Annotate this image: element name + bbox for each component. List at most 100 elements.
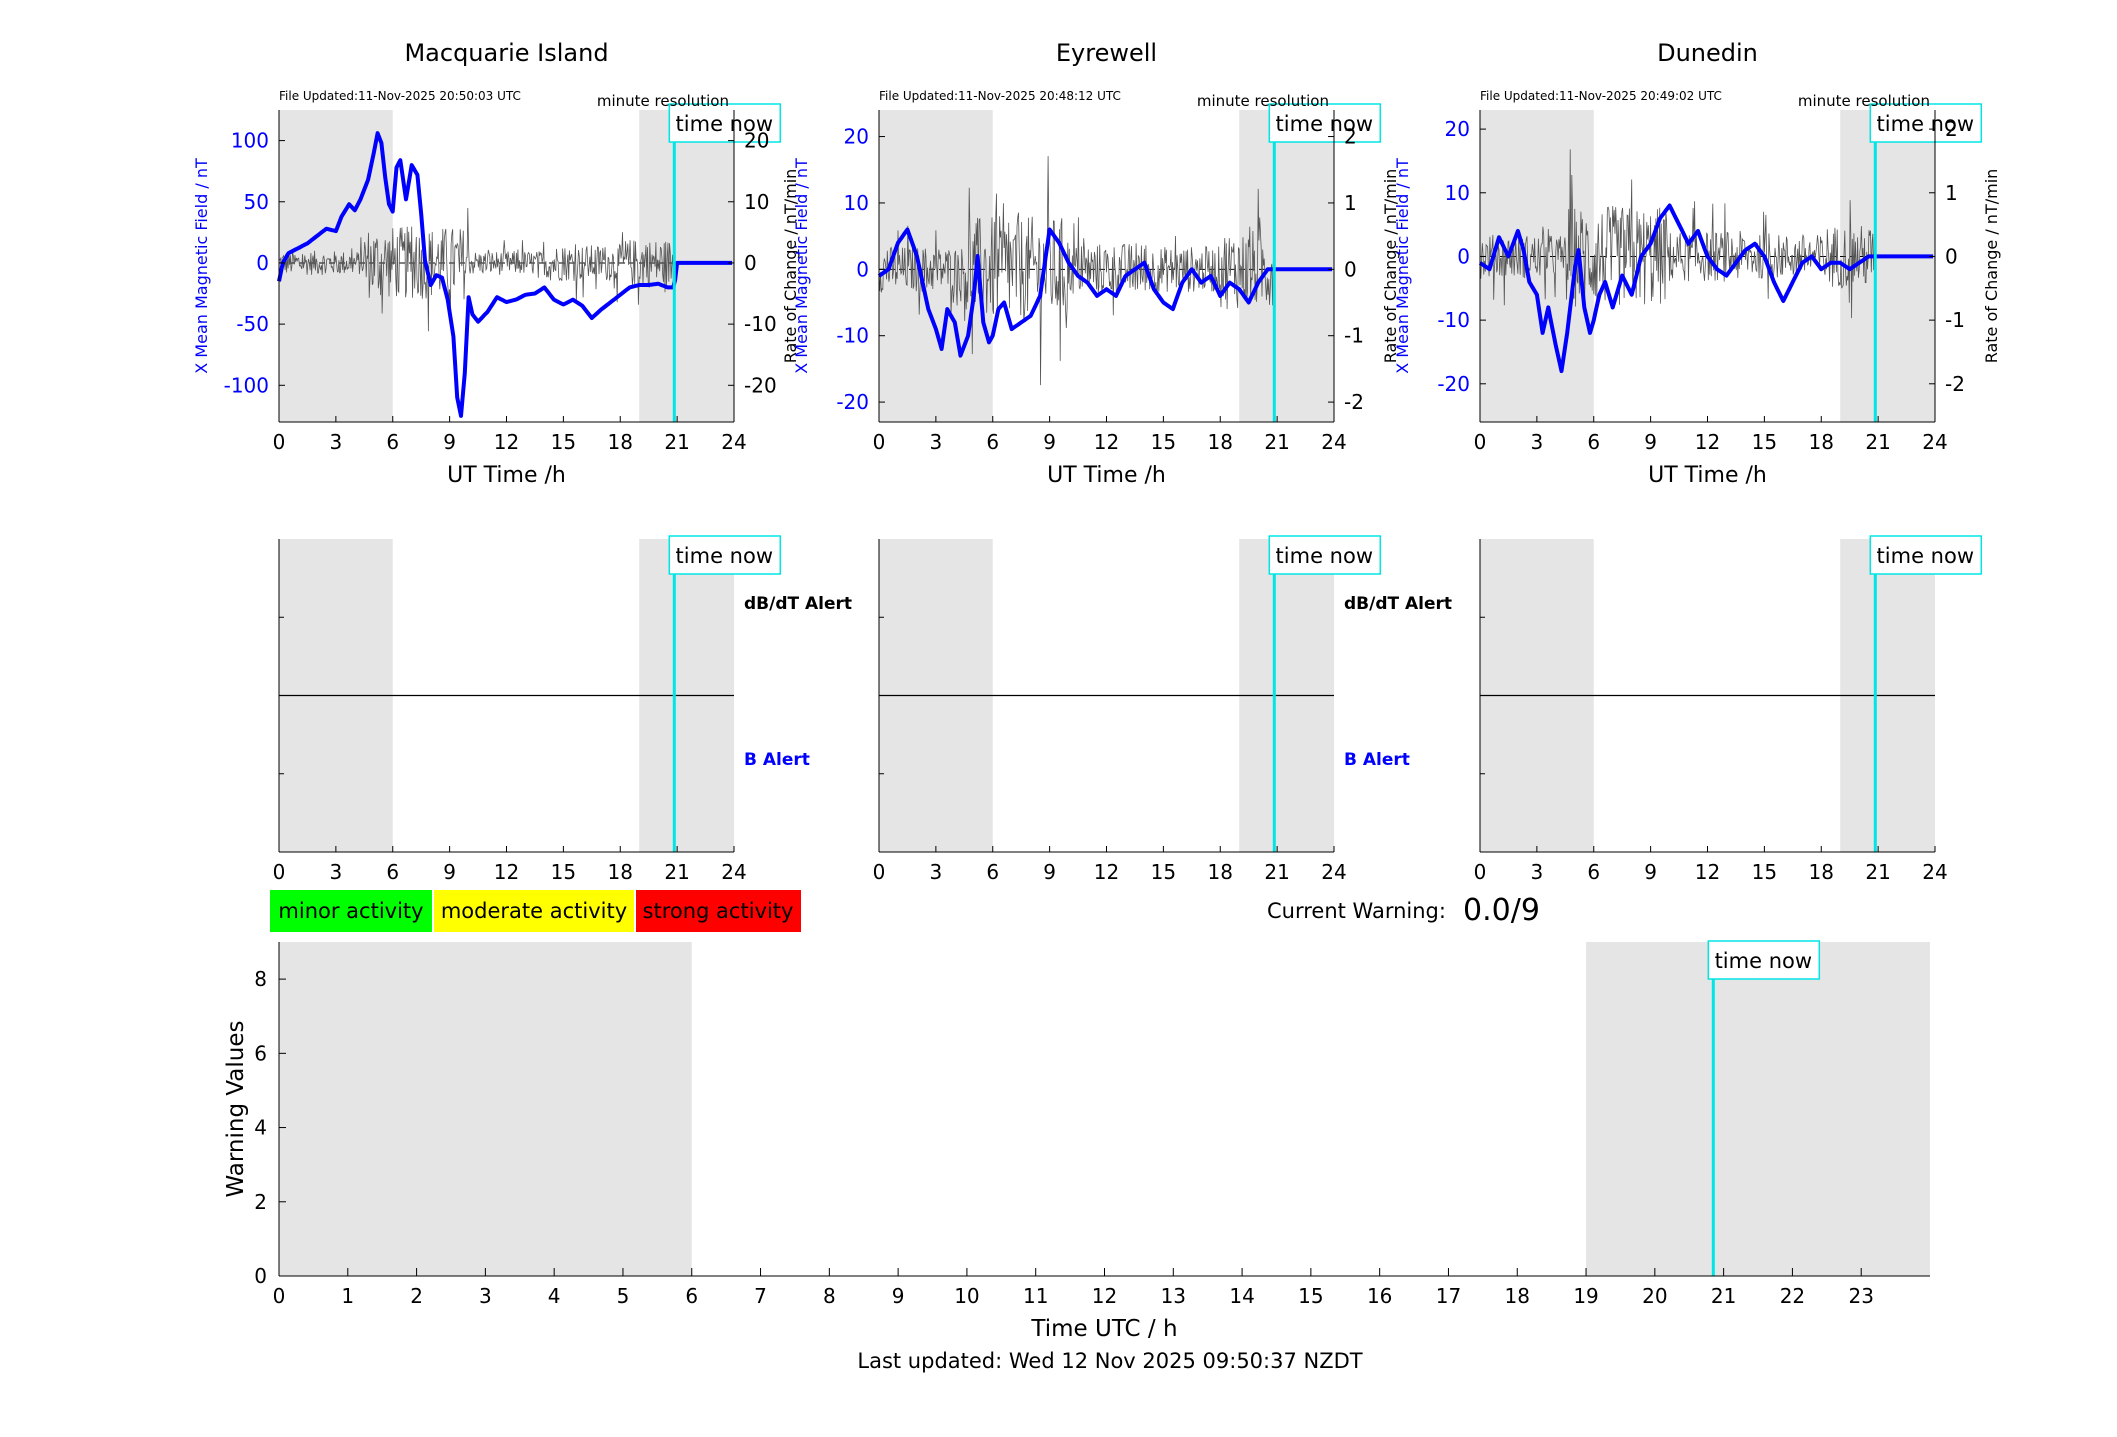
x-tick-label: 24 — [1321, 860, 1346, 884]
time-now-box — [1869, 535, 1983, 575]
night-shade — [639, 110, 734, 422]
rate-of-change-trace — [1479, 149, 1876, 319]
x-tick-label: 24 — [1922, 860, 1947, 884]
x-tick-label: 0 — [873, 430, 886, 454]
y-tick-label: 50 — [244, 190, 269, 214]
x-axis-label: UT Time /h — [1648, 463, 1767, 488]
y-right-tick-label: 1 — [1945, 181, 1958, 205]
y-right-axis-label: Rate of Change / nT/min — [1982, 169, 2001, 364]
y-tick-label: 6 — [254, 1041, 267, 1065]
x-tick-label: 0 — [273, 1284, 286, 1308]
x-tick-label: 3 — [930, 430, 943, 454]
resolution-label: minute resolution — [1197, 92, 1329, 110]
station-title: Macquarie Island — [404, 39, 608, 67]
time-now-label: time now — [1877, 544, 1974, 568]
rate-of-change-trace — [278, 207, 675, 332]
y-tick-label: -10 — [1437, 308, 1470, 332]
minor-activity-swatch — [270, 890, 432, 932]
y-right-tick-label: -2 — [1344, 390, 1364, 414]
y-right-tick-label: -10 — [744, 312, 777, 336]
y-axis-label: X Mean Magnetic Field / nT — [792, 158, 811, 374]
x-tick-label: 1 — [341, 1284, 354, 1308]
x-tick-label: 12 — [1092, 1284, 1117, 1308]
time-now-box — [1707, 940, 1821, 980]
x-tick-label: 12 — [1094, 860, 1119, 884]
x-tick-label: 21 — [1865, 430, 1890, 454]
x-tick-label: 12 — [1695, 860, 1720, 884]
y-right-axis-label: Rate of Change / nT/min — [781, 169, 800, 364]
x-tick-label: 18 — [1505, 1284, 1530, 1308]
x-tick-label: 9 — [443, 860, 456, 884]
x-tick-label: 21 — [1264, 860, 1289, 884]
x-tick-label: 23 — [1848, 1284, 1873, 1308]
x-tick-label: 3 — [1531, 430, 1544, 454]
x-tick-label: 11 — [1023, 1284, 1048, 1308]
night-shade — [879, 110, 993, 422]
y-tick-label: 0 — [256, 251, 269, 275]
time-now-label: time now — [1877, 112, 1974, 136]
x-tick-label: 18 — [1809, 430, 1834, 454]
station-alert-panel-macquarie: time now 0 3 6 9 12 15 18 21 24 dB/dT Alert B Alert — [273, 535, 852, 884]
station-title: Dunedin — [1657, 39, 1758, 67]
x-tick-label: 21 — [1711, 1284, 1736, 1308]
activity-legend: minor activity moderate activity strong … — [270, 890, 801, 932]
b-alert-label: B Alert — [1344, 750, 1410, 770]
resolution-label: minute resolution — [1798, 92, 1930, 110]
x-tick-label: 21 — [1264, 430, 1289, 454]
current-warning-label: Current Warning: — [1267, 899, 1446, 923]
x-tick-label: 18 — [608, 860, 633, 884]
y-right-tick-label: 2 — [1344, 125, 1357, 149]
x-tick-label: 6 — [986, 430, 999, 454]
y-right-tick-label: 0 — [1945, 244, 1958, 268]
x-tick-label: 15 — [551, 860, 576, 884]
y-tick-label: 10 — [1445, 181, 1470, 205]
station-title: Eyrewell — [1056, 39, 1157, 67]
y-tick-label: 0 — [856, 257, 869, 281]
y-tick-label: 2 — [254, 1190, 267, 1214]
night-shade — [279, 110, 393, 422]
x-tick-label: 15 — [1151, 430, 1176, 454]
magnetic-field-trace — [277, 131, 733, 418]
y-tick-label: 4 — [254, 1116, 267, 1140]
y-tick-label: 0 — [1457, 244, 1470, 268]
x-tick-label: 14 — [1229, 1284, 1254, 1308]
x-tick-label: 6 — [386, 860, 399, 884]
x-tick-label: 13 — [1161, 1284, 1186, 1308]
night-shade — [279, 942, 692, 1276]
y-right-tick-label: 2 — [1945, 117, 1958, 141]
strong-activity-label: strong activity — [643, 899, 794, 923]
resolution-label: minute resolution — [597, 92, 729, 110]
y-right-tick-label: -20 — [744, 373, 777, 397]
x-tick-label: 12 — [1094, 430, 1119, 454]
b-alert-label: B Alert — [744, 750, 810, 770]
time-now-label: time now — [676, 112, 773, 136]
x-tick-label: 3 — [479, 1284, 492, 1308]
last-updated-text: Last updated: Wed 12 Nov 2025 09:50:37 N… — [857, 1349, 1362, 1373]
strong-activity-swatch — [636, 890, 801, 932]
time-now-box — [668, 103, 782, 143]
y-tick-label: -100 — [224, 373, 269, 397]
time-now-label: time now — [676, 544, 773, 568]
y-tick-label: 0 — [254, 1264, 267, 1288]
y-right-tick-label: -2 — [1945, 372, 1965, 396]
x-tick-label: 3 — [930, 860, 943, 884]
x-tick-label: 9 — [1644, 860, 1657, 884]
y-tick-label: 100 — [231, 129, 269, 153]
y-axis-label: Warning Values — [223, 1020, 249, 1197]
y-tick-label: 20 — [844, 125, 869, 149]
y-tick-label: -20 — [1437, 372, 1470, 396]
x-tick-label: 24 — [1321, 430, 1346, 454]
x-tick-label: 7 — [754, 1284, 767, 1308]
x-tick-label: 24 — [1922, 430, 1947, 454]
y-tick-label: 8 — [254, 967, 267, 991]
x-tick-label: 21 — [664, 430, 689, 454]
x-tick-label: 20 — [1642, 1284, 1667, 1308]
rate-of-change-trace — [878, 156, 1275, 386]
station-alert-panel-eyrewell: time now 0 3 6 9 12 15 18 21 24 dB/dT Alert B Alert — [873, 535, 1452, 884]
time-now-label: time now — [1715, 949, 1812, 973]
y-right-tick-label: -1 — [1344, 324, 1364, 348]
x-tick-label: 9 — [892, 1284, 905, 1308]
